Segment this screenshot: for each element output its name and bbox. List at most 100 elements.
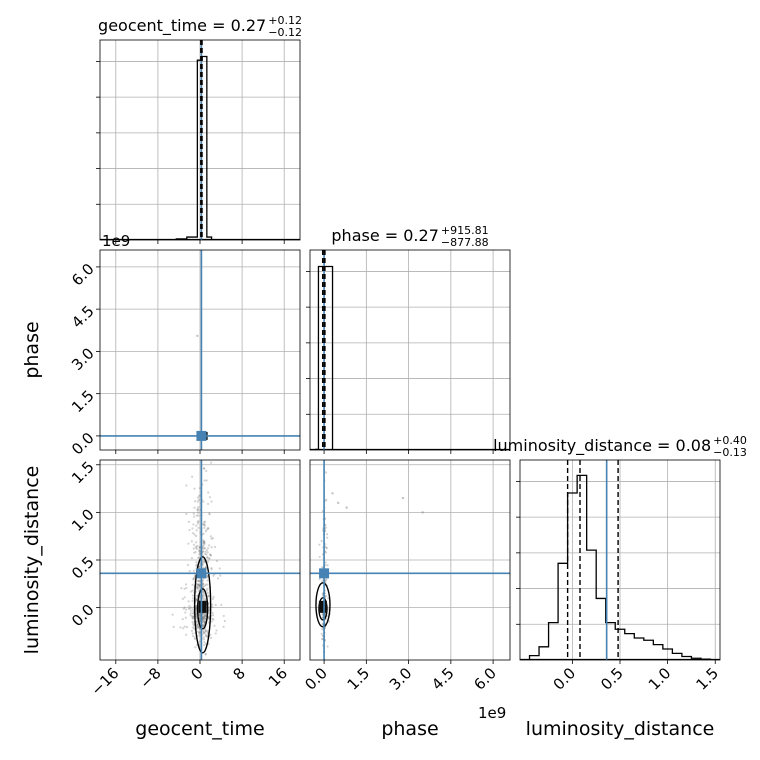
geocent-time-vs-luminosity-distance-sample-point	[207, 557, 211, 560]
phase-y-axis-ytick-label: 3.0	[68, 344, 98, 374]
geocent-time-vs-luminosity-distance-sample-point	[197, 556, 200, 560]
geocent-time-vs-luminosity-distance-sample-point	[205, 589, 208, 592]
geocent-time-axis-xtick-label: −8	[136, 664, 164, 692]
geocent-time-vs-luminosity-distance-sample-point	[183, 606, 186, 609]
geocent-time-vs-luminosity-distance-sample-point	[185, 512, 188, 516]
phase-vs-luminosity-distance-sample-point	[320, 632, 323, 635]
phase-vs-luminosity-distance-sample-point	[318, 555, 321, 559]
geocent-time-vs-luminosity-distance-sample-point	[201, 624, 205, 627]
geocent-time-vs-luminosity-distance-sample-point	[184, 583, 188, 586]
geocent-time-vs-luminosity-distance-sample-point	[202, 532, 205, 535]
phase-vs-luminosity-distance-sample-point	[320, 539, 323, 543]
geocent-time-vs-luminosity-distance-sample-point	[195, 514, 198, 517]
geocent-time-vs-luminosity-distance-sample-point	[197, 526, 200, 529]
geocent-time-vs-luminosity-distance-sample-point	[190, 540, 193, 543]
geocent-time-vs-luminosity-distance-sample-point	[207, 527, 210, 530]
geocent-time-vs-luminosity-distance-sample-point	[201, 617, 204, 620]
geocent-time-vs-luminosity-distance-sample-point	[196, 507, 199, 510]
geocent-time-vs-luminosity-distance-sample-point	[196, 587, 199, 590]
geocent-time-vs-luminosity-distance-sample-point	[191, 632, 194, 635]
geocent-time-vs-luminosity-distance-sample-point	[195, 561, 198, 564]
geocent-time-vs-luminosity-distance-contour-inner	[196, 588, 209, 630]
geocent-time-vs-luminosity-distance-sample-point	[203, 427, 205, 429]
geocent-time-vs-luminosity-distance-sample-point	[185, 484, 188, 487]
geocent-time-vs-luminosity-distance-sample-point	[206, 547, 210, 550]
geocent-time-vs-luminosity-distance-sample-point	[204, 614, 208, 618]
geocent-time-vs-luminosity-distance-sample-point	[202, 620, 206, 623]
geocent-time-vs-luminosity-distance-sample-point	[196, 594, 199, 597]
geocent-time-vs-luminosity-distance-sample-point	[206, 635, 209, 638]
geocent-time-vs-luminosity-distance-sample-point	[203, 613, 206, 617]
geocent-time-vs-luminosity-distance-sample-point	[197, 511, 200, 514]
geocent-time-vs-luminosity-distance-sample-point	[201, 595, 205, 598]
phase-vs-luminosity-distance-sample-point	[327, 597, 330, 600]
geocent-time-vs-luminosity-distance-sample-point	[192, 512, 195, 515]
geocent-time-vs-luminosity-distance-sample-point	[187, 600, 190, 603]
geocent-time-vs-luminosity-distance-sample-point	[204, 628, 207, 631]
geocent-time-vs-luminosity-distance-sample-point	[204, 530, 207, 533]
phase-y-axis-ytick-label: 1.5	[68, 387, 98, 417]
geocent-time-vs-luminosity-distance-sample-point	[192, 617, 195, 620]
phase-vs-luminosity-distance-sample-point	[321, 616, 324, 619]
geocent-time-vs-luminosity-distance-sample-point	[201, 547, 205, 550]
geocent-time-vs-luminosity-distance-sample-point	[206, 579, 209, 582]
geocent-time-vs-luminosity-distance-sample-point	[214, 603, 217, 607]
geocent-time-vs-luminosity-distance-sample-point	[192, 616, 195, 619]
geocent-time-vs-luminosity-distance-sample-point	[193, 515, 196, 518]
geocent-time-vs-luminosity-distance-sample-point	[195, 608, 198, 611]
geocent-time-vs-luminosity-distance-sample-point	[210, 568, 213, 571]
geocent-time-vs-luminosity-distance-sample-point	[208, 496, 212, 499]
geocent-time-vs-luminosity-distance-sample-point	[196, 509, 200, 512]
phase-axis-xtick-label: 6.0	[470, 664, 500, 694]
geocent-time-vs-luminosity-distance-sample-point	[203, 621, 206, 625]
geocent-time-vs-luminosity-distance-sample-point	[172, 625, 175, 628]
geocent-time-vs-luminosity-distance-sample-point	[182, 607, 185, 610]
geocent-time-vs-luminosity-distance-sample-point	[203, 592, 206, 595]
geocent-time-vs-luminosity-distance-sample-point	[209, 554, 213, 557]
geocent-time-vs-luminosity-distance-sample-point	[202, 541, 206, 544]
geocent-time-vs-luminosity-distance-sample-point	[180, 586, 183, 590]
geocent-time-vs-luminosity-distance-sample-point	[196, 500, 199, 503]
geocent-time-vs-luminosity-distance-sample-point	[197, 580, 200, 583]
geocent-time-vs-luminosity-distance-sample-point	[198, 612, 201, 615]
phase-vs-luminosity-distance-sample-point	[321, 623, 324, 626]
geocent-time-vs-luminosity-distance-sample-point	[196, 522, 200, 525]
geocent-time-vs-luminosity-distance-sample-point	[206, 556, 209, 559]
geocent-time-vs-luminosity-distance-sample-point	[206, 587, 209, 590]
geocent-time-vs-luminosity-distance-sample-point	[204, 550, 207, 553]
geocent-time-vs-luminosity-distance-sample-point	[194, 605, 198, 608]
geocent-time-vs-luminosity-distance-sample-point	[210, 566, 213, 570]
phase-vs-luminosity-distance-contour-outer	[315, 582, 331, 628]
geocent-time-vs-luminosity-distance-sample-point	[202, 522, 206, 526]
geocent-time-vs-luminosity-distance-sample-point	[198, 546, 201, 549]
geocent-time-vs-luminosity-distance-sample-point	[195, 585, 198, 589]
geocent-time-vs-luminosity-distance-sample-point	[203, 643, 206, 646]
geocent-time-vs-luminosity-distance-sample-point	[218, 567, 221, 570]
geocent-time-vs-luminosity-distance-sample-point	[202, 585, 205, 588]
geocent-time-vs-luminosity-distance-sample-point	[191, 527, 194, 530]
geocent-time-vs-luminosity-distance-sample-point	[205, 469, 208, 473]
geocent-time-vs-luminosity-distance-sample-point	[189, 606, 193, 609]
geocent-time-vs-luminosity-distance-sample-point	[195, 598, 198, 601]
phase-vs-luminosity-distance-sample-point	[320, 638, 324, 641]
geocent-time-vs-luminosity-distance-sample-point	[181, 597, 184, 600]
geocent-time-vs-luminosity-distance-sample-point	[201, 585, 205, 589]
geocent-time-vs-luminosity-distance-sample-point	[201, 550, 205, 553]
geocent-time-vs-luminosity-distance-sample-point	[196, 587, 199, 590]
geocent-time-vs-luminosity-distance-sample-point	[183, 596, 186, 599]
geocent-time-vs-luminosity-distance-sample-point	[203, 547, 206, 550]
geocent-time-vs-luminosity-distance-sample-point	[206, 575, 209, 578]
phase-vs-luminosity-distance-sample-point	[324, 564, 327, 567]
geocent-time-vs-luminosity-distance-sample-point	[202, 616, 205, 619]
geocent-time-vs-luminosity-distance-sample-point	[202, 667, 204, 669]
geocent-time-vs-luminosity-distance-sample-point	[197, 583, 200, 586]
geocent-time-vs-luminosity-distance-sample-point	[202, 624, 205, 627]
geocent-time-vs-luminosity-distance-sample-point	[201, 590, 204, 593]
geocent-time-vs-luminosity-distance-sample-point	[198, 627, 201, 630]
geocent-time-vs-luminosity-distance-sample-point	[210, 546, 213, 549]
geocent-time-vs-luminosity-distance-sample-point	[194, 550, 197, 554]
geocent-time-title-minus: −0.12	[268, 26, 302, 39]
geocent-time-vs-luminosity-distance-sample-point	[190, 629, 194, 632]
geocent-time-vs-luminosity-distance-sample-point	[188, 528, 191, 532]
phase-vs-luminosity-distance-truth-marker	[319, 568, 330, 579]
